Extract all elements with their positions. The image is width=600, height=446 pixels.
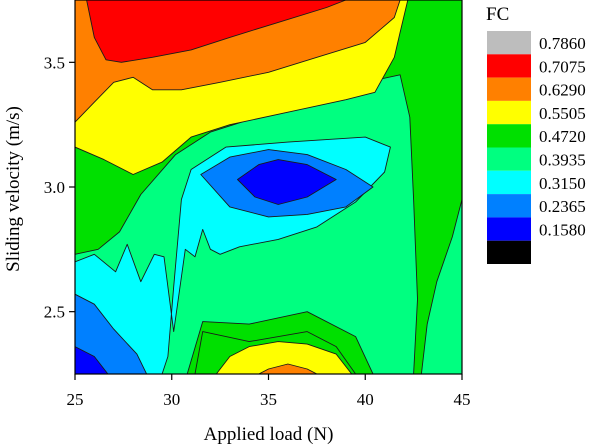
contour-region-7 [75, 346, 109, 374]
legend-swatch [487, 77, 531, 101]
legend-label: 0.5505 [539, 104, 586, 123]
x-axis-label: Applied load (N) [204, 424, 334, 445]
legend-label: 0.2365 [539, 197, 586, 216]
contour-region-11 [258, 363, 318, 374]
legend-label: 0.1580 [539, 220, 586, 239]
legend-label: 0.6290 [539, 81, 586, 100]
y-tick-label: 3.0 [44, 178, 65, 197]
legend: 0.7860 0.7075 0.6290 0.5505 0.4720 0.3935 0.31… [487, 31, 586, 264]
x-tick-label: 35 [260, 390, 277, 409]
legend-swatch [487, 124, 531, 148]
contour-region-6 [237, 159, 337, 205]
contour-region-9 [215, 341, 353, 374]
x-axis: 25 30 35 40 45 [67, 374, 471, 409]
legend-swatch [487, 217, 531, 241]
legend-label: 0.4720 [539, 127, 586, 146]
legend-title: FC [486, 4, 509, 25]
legend-swatch [487, 240, 531, 264]
legend-label: 0.7075 [539, 57, 586, 76]
contour-region-12 [86, 0, 347, 63]
contour-region-4 [75, 293, 148, 374]
legend-swatch [487, 31, 531, 55]
legend-label: 0.7860 [539, 34, 586, 53]
x-tick-label: 25 [67, 390, 84, 409]
legend-label: 0.3935 [539, 151, 586, 170]
y-axis: 2.5 3.0 3.5 [44, 53, 75, 322]
contour-region-13 [420, 199, 462, 374]
legend-swatch [487, 100, 531, 125]
legend-swatch [487, 54, 531, 78]
legend-swatch [487, 147, 531, 171]
contour-regions [75, 0, 462, 374]
x-tick-label: 40 [357, 390, 374, 409]
x-tick-label: 30 [163, 390, 180, 409]
y-tick-label: 3.5 [44, 53, 65, 72]
x-tick-label: 45 [454, 390, 471, 409]
y-axis-label: Sliding velocity (m/s) [3, 106, 24, 272]
y-tick-label: 2.5 [44, 303, 65, 322]
legend-label: 0.3150 [539, 174, 586, 193]
legend-swatch [487, 170, 531, 195]
legend-swatch [487, 194, 531, 218]
